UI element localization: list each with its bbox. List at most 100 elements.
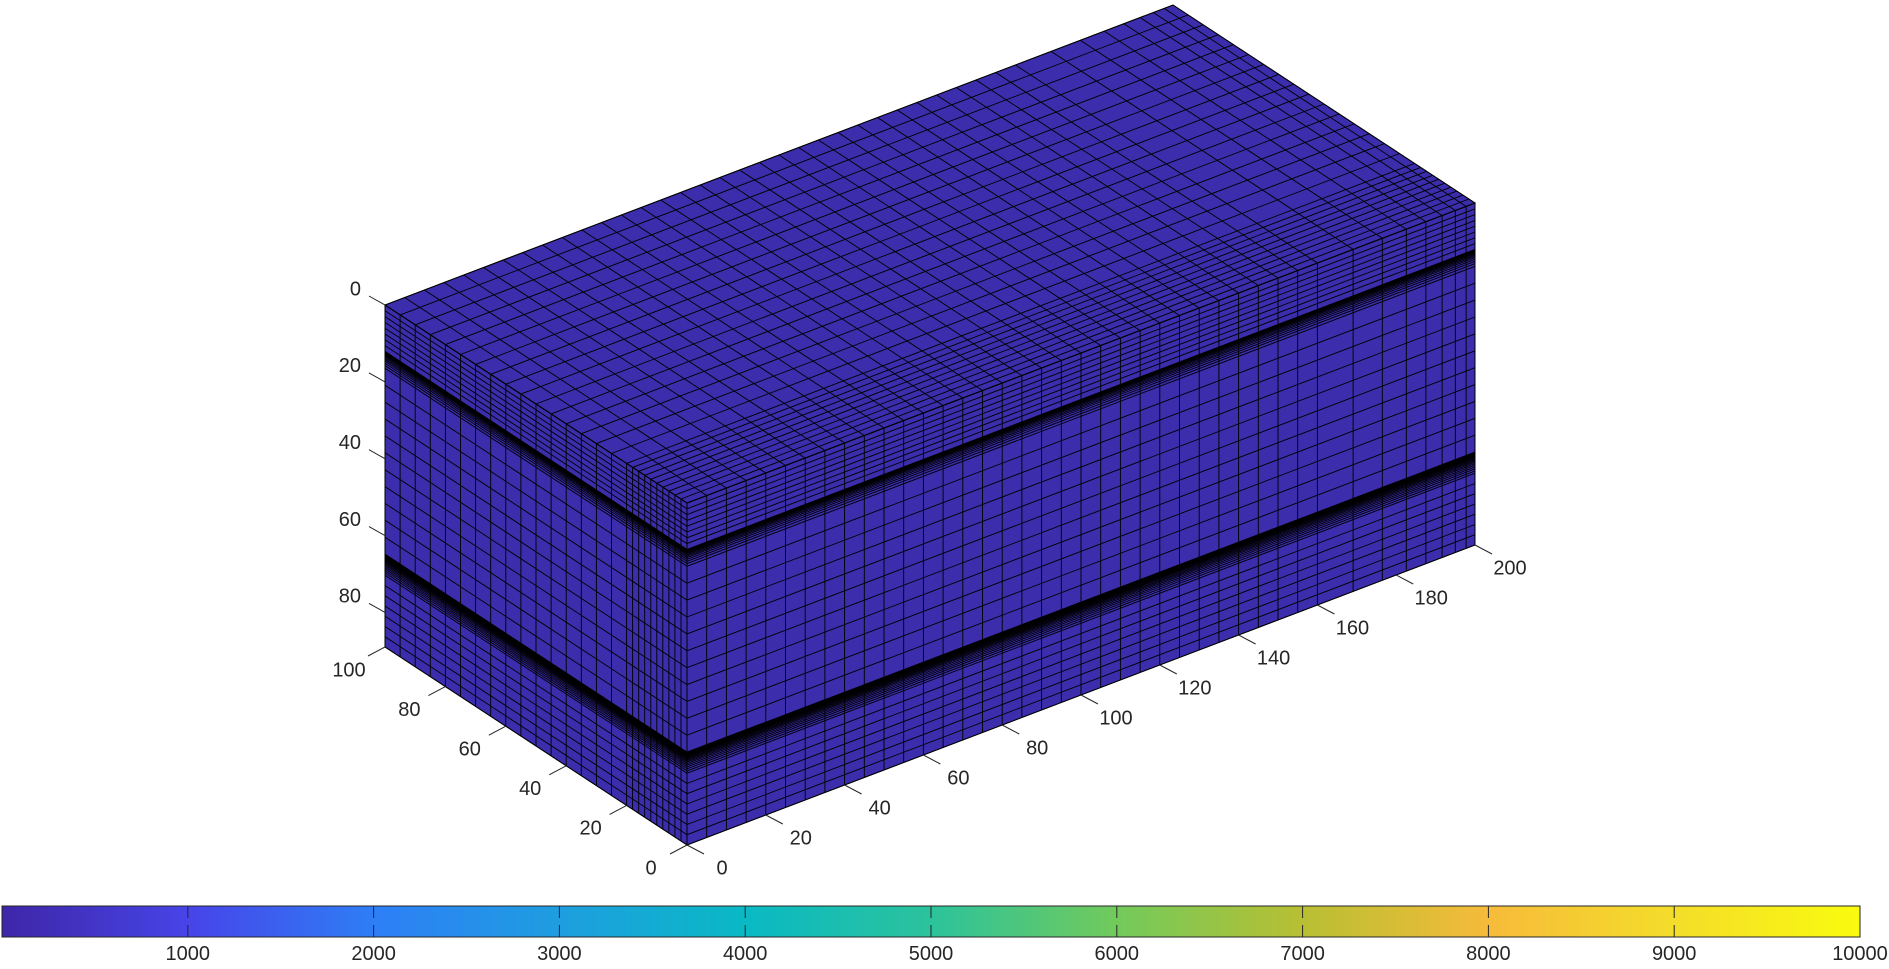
mesh-line (384, 356, 688, 556)
mesh-line (384, 553, 688, 753)
mesh-line (384, 557, 688, 757)
tick-mark (1238, 634, 1256, 645)
mesh-line (626, 162, 1415, 464)
mesh-line (686, 503, 1476, 805)
mesh-line (475, 63, 1264, 365)
tick-label: 40 (868, 797, 890, 819)
mesh-line (686, 456, 1476, 758)
mesh-line (686, 454, 1476, 756)
mesh-lines (384, 4, 1476, 846)
mesh-line (686, 464, 1476, 766)
mesh-line (686, 243, 1476, 545)
mesh-line (686, 459, 1476, 761)
mesh-line (384, 452, 688, 652)
colorbar-tick-label: 2000 (351, 943, 396, 965)
tick-label: 60 (947, 767, 969, 789)
tick-label: 20 (579, 818, 601, 840)
mesh-line (686, 260, 1476, 562)
mesh-line (505, 83, 1294, 385)
tick-label: 60 (339, 509, 361, 531)
mesh-line (686, 455, 1476, 757)
mesh-line (686, 219, 1476, 521)
colorbar: 1000 2000 3000 4000 5000 6000 7000 8000 9000 1000… (1, 905, 1888, 965)
tick-label: 0 (350, 278, 361, 300)
tick-mark (1395, 574, 1414, 585)
mesh-line (686, 470, 1476, 772)
mesh-line (384, 636, 688, 836)
tick-mark (488, 725, 507, 736)
mesh-line (686, 400, 1476, 702)
mesh-line (384, 362, 688, 562)
mesh-line (686, 524, 1476, 825)
mesh-line (662, 186, 1451, 488)
mesh-line (668, 190, 1458, 492)
tick-label: 140 (1257, 647, 1290, 669)
mesh-line (384, 559, 688, 759)
mesh-line (686, 455, 1476, 757)
mesh-line (490, 73, 1279, 375)
mesh-line (384, 354, 688, 554)
mesh-line (384, 360, 688, 560)
colorbar-tick-label: 5000 (909, 943, 954, 965)
mesh-line (550, 113, 1340, 415)
mesh-line (384, 562, 688, 762)
tick-mark (1001, 724, 1020, 735)
axis-ticks: 0 20 40 60 80 100 120 140 160 180 200 0 20 40 60 80 100 0… (332, 278, 1526, 879)
mesh-line (686, 282, 1476, 584)
colorbar-tick-label: 8000 (1466, 943, 1511, 965)
mesh-line (384, 563, 688, 763)
mesh-line (686, 451, 1476, 753)
mesh-line (686, 214, 1476, 516)
mesh-line (686, 263, 1476, 565)
mesh-line (384, 486, 688, 685)
mesh-line (415, 24, 1204, 326)
mesh-line (535, 103, 1325, 405)
mesh-line (686, 225, 1476, 527)
mesh-line (686, 254, 1476, 556)
mesh-line (384, 357, 688, 557)
mesh-line (384, 568, 688, 768)
mesh-line (384, 359, 688, 558)
mesh-line (384, 565, 688, 764)
mesh-line (384, 327, 688, 527)
mesh-line (384, 418, 688, 618)
mesh-line (686, 237, 1476, 539)
mesh-line (686, 253, 1476, 555)
mesh-line (686, 454, 1476, 756)
tick-label: 0 (716, 857, 727, 879)
tick-label: 20 (339, 355, 361, 377)
colorbar-tick-label: 4000 (723, 943, 768, 965)
mesh-line (674, 194, 1464, 496)
mesh-line (686, 255, 1476, 557)
mesh-line (686, 333, 1476, 635)
tick-mark (844, 784, 862, 795)
mesh-line (384, 503, 688, 702)
mesh-line (680, 198, 1470, 500)
tick-mark (923, 754, 941, 765)
mesh-line (520, 93, 1310, 395)
mesh-line (384, 333, 688, 533)
mesh-line (384, 519, 688, 719)
mesh-line (632, 166, 1421, 468)
mesh-line (384, 365, 688, 564)
mesh-line (384, 435, 688, 635)
mesh-line (644, 174, 1433, 476)
tick-label: 20 (790, 827, 812, 849)
tick-label: 60 (459, 738, 481, 760)
tick-mark (548, 765, 567, 776)
tick-label: 100 (1099, 707, 1132, 729)
mesh-line (686, 208, 1476, 510)
mesh-line (384, 560, 688, 760)
mesh-line (384, 316, 688, 515)
mesh-line (384, 558, 688, 757)
mesh-line (384, 646, 688, 846)
mesh-line (384, 353, 688, 552)
mesh-line (596, 143, 1385, 445)
mesh-line (384, 345, 688, 544)
tick-mark (368, 295, 386, 306)
mesh-line (650, 178, 1439, 480)
colorbar-tick-label: 3000 (537, 943, 582, 965)
mesh-line (686, 534, 1476, 836)
mesh-line (686, 258, 1476, 560)
